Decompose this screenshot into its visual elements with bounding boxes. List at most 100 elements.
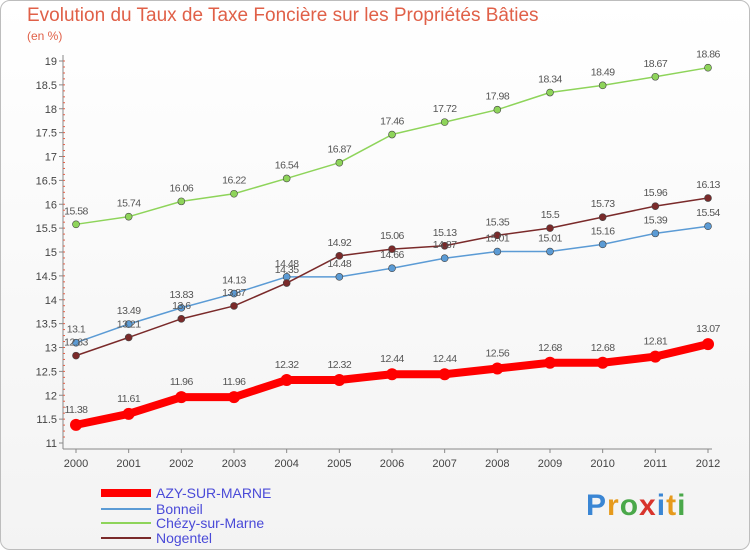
y-tick-label: 13 [45, 343, 57, 355]
data-point [388, 245, 396, 253]
data-point [72, 220, 80, 229]
data-point [230, 189, 238, 198]
data-point [651, 202, 660, 210]
y-tick-label: 14 [45, 295, 57, 307]
data-point [282, 174, 291, 183]
data-label: 15.74 [117, 198, 141, 210]
chart-subtitle: (en %) [27, 29, 63, 43]
data-point [493, 105, 502, 114]
data-point [228, 391, 240, 404]
data-point [177, 315, 186, 323]
data-label: 16.06 [169, 182, 193, 194]
data-label: 14.35 [275, 264, 299, 276]
data-label: 12.83 [64, 337, 88, 349]
data-point [72, 338, 80, 347]
data-label: 12.56 [485, 348, 509, 360]
y-tick-label: 18 [45, 104, 57, 116]
data-label: 11.38 [65, 404, 89, 416]
data-label: 15.16 [591, 225, 615, 237]
data-label: 18.86 [696, 49, 720, 61]
y-tick-label: 18.5 [36, 80, 57, 92]
data-point [282, 279, 291, 287]
data-label: 14.13 [222, 275, 246, 287]
data-label: 15.13 [433, 227, 457, 239]
data-label: 17.46 [380, 116, 404, 128]
data-point [546, 247, 554, 256]
data-label: 15.96 [643, 187, 667, 199]
data-label: 12.68 [538, 342, 562, 354]
x-tick-label: 2010 [590, 458, 614, 470]
data-point [124, 212, 133, 221]
data-point [440, 118, 449, 126]
data-label: 16.22 [222, 175, 246, 187]
x-tick-label: 2002 [169, 458, 193, 470]
data-point [438, 368, 451, 381]
data-label: 13.83 [169, 289, 193, 301]
data-point [493, 231, 502, 240]
data-point [230, 302, 238, 310]
data-label: 13.1 [67, 324, 86, 336]
x-tick-label: 2001 [116, 458, 140, 470]
data-point [124, 320, 133, 328]
data-point [72, 351, 80, 360]
data-point [493, 247, 502, 256]
y-tick-label: 15 [45, 247, 57, 259]
data-point [704, 63, 712, 72]
data-point [124, 333, 133, 342]
data-point [702, 338, 714, 351]
data-point [335, 252, 344, 260]
chart-title: Evolution du Taux de Taxe Foncière sur l… [27, 5, 539, 26]
y-tick-label: 16.5 [36, 175, 57, 187]
x-tick-label: 2009 [538, 458, 562, 470]
legend-label: Chézy-sur-Marne [156, 515, 264, 531]
data-label: 12.44 [433, 353, 457, 365]
data-label: 14.48 [275, 258, 299, 270]
series-line-1 [75, 225, 709, 344]
data-label: 15.06 [380, 230, 404, 242]
data-label: 14.48 [327, 258, 351, 270]
data-point [596, 356, 609, 369]
data-label: 16.54 [275, 159, 299, 171]
y-tick-label: 16 [45, 199, 57, 211]
data-point [177, 197, 186, 206]
data-point [122, 407, 135, 420]
data-point [704, 194, 712, 202]
data-label: 17.72 [433, 103, 457, 115]
data-point [175, 391, 188, 404]
data-label: 11.61 [117, 393, 141, 405]
data-label: 16.87 [327, 144, 351, 156]
data-label: 15.58 [64, 205, 88, 217]
legend-label: Nogentel [156, 530, 212, 546]
data-label: 14.92 [327, 237, 351, 249]
data-point [386, 368, 398, 381]
data-label: 14.87 [433, 239, 457, 251]
data-label: 13.87 [222, 287, 246, 299]
x-tick-label: 2011 [644, 458, 668, 470]
data-point [335, 273, 344, 281]
y-tick-label: 15.5 [36, 223, 57, 235]
x-tick-label: 2004 [274, 458, 298, 470]
data-point [598, 213, 607, 221]
y-tick-label: 12.5 [36, 366, 57, 378]
x-tick-label: 2000 [64, 458, 88, 470]
y-tick-label: 17 [45, 152, 57, 164]
x-tick-label: 2006 [380, 458, 404, 470]
data-label: 15.35 [485, 216, 509, 228]
data-label: 12.32 [275, 359, 299, 371]
x-tick-label: 2003 [222, 458, 246, 470]
data-point [651, 72, 660, 81]
data-point [333, 373, 346, 386]
data-point [70, 418, 82, 431]
data-label: 13.21 [117, 318, 141, 330]
y-tick-label: 19 [45, 56, 57, 68]
y-tick-label: 13.5 [36, 319, 57, 331]
x-tick-label: 2007 [432, 458, 456, 470]
data-label: 15.01 [485, 233, 509, 245]
data-point [491, 362, 504, 375]
data-point [440, 241, 449, 250]
data-point [388, 130, 396, 139]
data-label: 15.73 [591, 198, 615, 210]
data-label: 15.01 [538, 233, 562, 245]
